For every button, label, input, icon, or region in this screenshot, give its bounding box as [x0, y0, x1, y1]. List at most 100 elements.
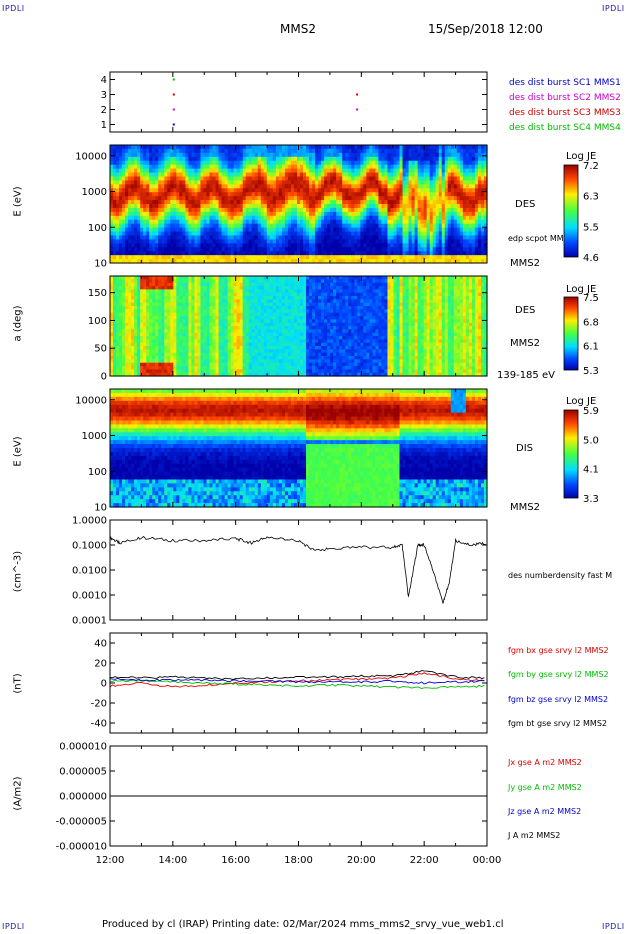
- des-energy-heatmap-cell: [408, 207, 413, 213]
- des-energy-heatmap-cell: [369, 243, 373, 248]
- des-energy-heatmap-cell: [333, 239, 337, 244]
- des-pitch-heatmap-cell: [152, 322, 156, 327]
- des-energy-heatmap-cell: [327, 231, 331, 237]
- des-energy-heatmap-cell: [393, 148, 398, 154]
- des-energy-heatmap-cell: [327, 251, 331, 256]
- des-energy-heatmap-cell: [263, 235, 268, 240]
- des-pitch-heatmap-cell: [146, 299, 150, 304]
- des-energy-heatmap-cell: [266, 215, 271, 221]
- des-energy-heatmap-cell: [233, 243, 238, 248]
- des-energy-heatmap-cell: [137, 152, 141, 158]
- des-energy-heatmap-cell: [161, 196, 165, 201]
- des-pitch-heatmap-cell: [149, 286, 153, 290]
- des-energy-heatmap-cell: [345, 243, 349, 248]
- des-energy-heatmap-cell: [149, 172, 153, 178]
- des-energy-heatmap-cell: [251, 148, 256, 154]
- des-energy-heatmap-cell: [122, 160, 126, 166]
- des-energy-heatmap-cell: [200, 235, 205, 240]
- des-energy-heatmap-cell: [170, 152, 174, 158]
- des-energy-heatmap-cell: [263, 239, 268, 244]
- des-energy-heatmap-cell: [257, 200, 262, 205]
- des-energy-heatmap-cell: [212, 247, 217, 252]
- des-energy-heatmap-cell: [176, 148, 180, 154]
- des-energy-heatmap-cell: [423, 200, 428, 205]
- des-energy-heatmap-cell: [170, 160, 174, 166]
- des-energy-heatmap-cell: [324, 223, 328, 229]
- des-energy-heatmap-cell: [266, 172, 271, 178]
- des-energy-heatmap-cell: [438, 243, 443, 248]
- des-energy-heatmap-cell: [396, 172, 401, 178]
- des-energy-heatmap-cell: [477, 188, 482, 193]
- des-energy-heatmap-cell: [417, 211, 422, 217]
- des-energy-colorbar-title: Log JE: [566, 151, 597, 162]
- des-energy-heatmap-cell: [236, 259, 241, 264]
- des-energy-heatmap-cell: [248, 227, 253, 233]
- des-energy-heatmap-cell: [275, 204, 280, 209]
- des-pitch-heatmap-cell: [158, 309, 162, 314]
- des-energy-heatmap-cell: [272, 164, 277, 170]
- des-energy-heatmap-cell: [447, 235, 452, 240]
- des-pitch-heatmap-cell: [113, 372, 117, 377]
- des-energy-heatmap-cell: [372, 247, 377, 252]
- des-energy-heatmap-cell: [125, 247, 129, 252]
- des-energy-heatmap-cell: [146, 164, 150, 170]
- des-energy-heatmap-cell: [306, 235, 310, 240]
- des-pitch-heatmap-cell: [146, 356, 150, 360]
- des-energy-heatmap-cell: [140, 148, 144, 154]
- des-energy-heatmap-cell: [122, 145, 126, 150]
- des-energy-heatmap-cell: [384, 207, 389, 213]
- des-energy-heatmap-cell: [309, 207, 313, 213]
- des-energy-heatmap-cell: [336, 239, 340, 244]
- des-energy-heatmap-cell: [438, 152, 443, 158]
- des-energy-heatmap-cell: [173, 168, 177, 174]
- des-energy-heatmap-cell: [131, 180, 135, 185]
- des-energy-heatmap-cell: [300, 188, 304, 193]
- des-energy-heatmap-cell: [360, 160, 364, 166]
- des-energy-heatmap-cell: [330, 223, 334, 229]
- des-energy-heatmap-cell: [474, 219, 479, 225]
- des-energy-heatmap-cell: [477, 148, 482, 154]
- des-energy-heatmap-cell: [212, 184, 217, 189]
- des-energy-heatmap-cell: [324, 196, 328, 201]
- des-pitch-heatmap-cell: [140, 329, 144, 334]
- des-energy-heatmap-cell: [483, 164, 488, 170]
- des-energy-heatmap-cell: [161, 168, 165, 174]
- des-energy-heatmap-cell: [275, 152, 280, 158]
- des-energy-heatmap-cell: [417, 215, 422, 221]
- des-energy-heatmap-cell: [152, 180, 156, 185]
- des-energy-heatmap-cell: [125, 160, 129, 166]
- des-pitch-heatmap-cell: [137, 282, 141, 287]
- des-energy-heatmap-cell: [453, 211, 458, 217]
- des-energy-heatmap-cell: [426, 164, 431, 170]
- des-energy-heatmap-cell: [122, 164, 126, 170]
- des-energy-heatmap-cell: [125, 223, 129, 229]
- des-energy-heatmap-cell: [290, 164, 295, 170]
- des-pitch-heatmap-cell: [131, 362, 135, 367]
- des-energy-heatmap-cell: [236, 247, 241, 252]
- des-energy-heatmap-cell: [167, 204, 171, 209]
- des-energy-heatmap-cell: [224, 176, 229, 181]
- des-energy-heatmap-cell: [447, 239, 452, 244]
- des-pitch-heatmap-cell: [116, 362, 120, 367]
- des-energy-heatmap-cell: [471, 211, 476, 217]
- des-energy-heatmap-cell: [182, 184, 186, 189]
- des-energy-heatmap-cell: [224, 192, 229, 197]
- des-energy-heatmap-cell: [390, 188, 395, 193]
- des-pitch-heatmap-cell: [125, 336, 129, 340]
- des-energy-heatmap-cell: [390, 180, 395, 185]
- des-pitch-heatmap-cell: [146, 369, 150, 374]
- des-energy-heatmap-cell: [405, 188, 410, 193]
- des-energy-heatmap-cell: [260, 200, 265, 205]
- des-energy-heatmap-cell: [212, 180, 217, 185]
- des-pitch-heatmap-cell: [152, 306, 156, 310]
- des-energy-heatmap-cell: [215, 168, 220, 174]
- des-energy-heatmap-cell: [158, 156, 162, 162]
- des-energy-heatmap-cell: [426, 160, 431, 166]
- des-energy-heatmap-cell: [146, 196, 150, 201]
- des-energy-heatmap-cell: [167, 192, 171, 197]
- des-energy-heatmap-cell: [125, 176, 129, 181]
- des-energy-heatmap-cell: [351, 152, 355, 158]
- des-energy-heatmap-cell: [309, 255, 313, 260]
- des-energy-heatmap-cell: [269, 231, 274, 237]
- des-energy-heatmap-cell: [230, 192, 235, 197]
